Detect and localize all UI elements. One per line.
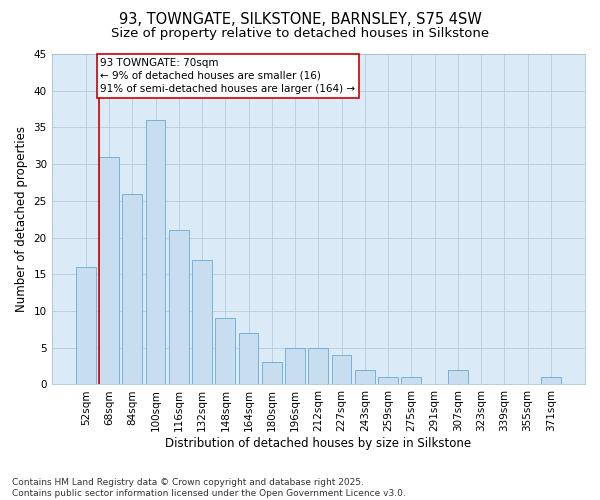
Bar — [239, 333, 259, 384]
Bar — [541, 377, 561, 384]
Bar — [99, 157, 119, 384]
Bar — [169, 230, 188, 384]
Bar — [308, 348, 328, 385]
Bar — [285, 348, 305, 385]
Bar — [448, 370, 468, 384]
Bar — [192, 260, 212, 384]
Y-axis label: Number of detached properties: Number of detached properties — [15, 126, 28, 312]
Text: 93 TOWNGATE: 70sqm
← 9% of detached houses are smaller (16)
91% of semi-detached: 93 TOWNGATE: 70sqm ← 9% of detached hous… — [100, 58, 356, 94]
X-axis label: Distribution of detached houses by size in Silkstone: Distribution of detached houses by size … — [165, 437, 472, 450]
Bar — [76, 267, 95, 384]
Bar — [378, 377, 398, 384]
Bar — [401, 377, 421, 384]
Text: Contains HM Land Registry data © Crown copyright and database right 2025.
Contai: Contains HM Land Registry data © Crown c… — [12, 478, 406, 498]
Bar — [262, 362, 282, 384]
Bar — [355, 370, 375, 384]
Bar — [122, 194, 142, 384]
Text: 93, TOWNGATE, SILKSTONE, BARNSLEY, S75 4SW: 93, TOWNGATE, SILKSTONE, BARNSLEY, S75 4… — [119, 12, 481, 28]
Bar — [215, 318, 235, 384]
Bar — [146, 120, 166, 384]
Text: Size of property relative to detached houses in Silkstone: Size of property relative to detached ho… — [111, 28, 489, 40]
Bar — [332, 355, 352, 384]
